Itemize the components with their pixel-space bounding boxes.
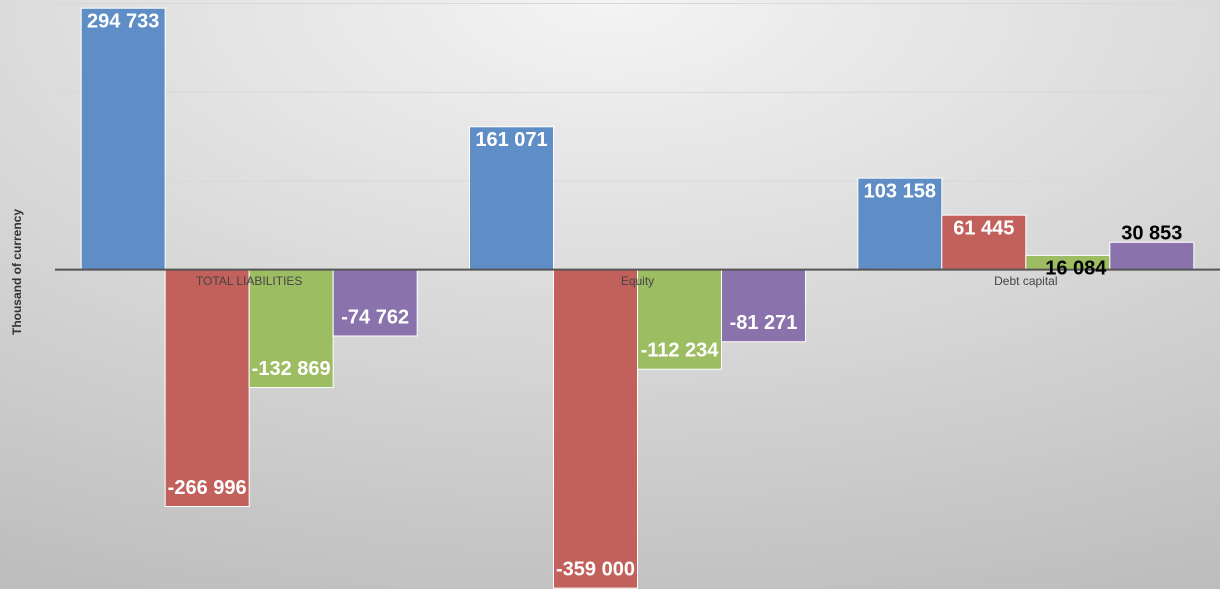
data-label: 16 084 — [1045, 258, 1107, 280]
data-label: -132 869 — [252, 358, 331, 380]
bar — [721, 269, 806, 343]
bar — [248, 269, 334, 389]
data-label: 294 733 — [87, 11, 159, 33]
data-label: 30 853 — [1121, 223, 1182, 245]
bar — [164, 269, 250, 508]
data-label: -74 762 — [341, 306, 409, 328]
data-label: 161 071 — [475, 129, 547, 151]
bar — [1109, 241, 1195, 271]
bar — [857, 177, 943, 271]
bar — [332, 269, 418, 337]
bar — [553, 269, 638, 589]
x-tick-label: TOTAL LIABILITIES — [196, 274, 302, 288]
x-tick-label: Equity — [621, 274, 654, 288]
bar — [941, 214, 1027, 271]
data-label: 103 158 — [864, 180, 936, 202]
y-axis-title: Thousand of currency — [10, 209, 24, 335]
x-tick-label: Debt capital — [994, 274, 1057, 288]
data-label: 61 445 — [953, 217, 1014, 239]
data-label: -112 234 — [641, 340, 720, 362]
data-label: -81 271 — [730, 312, 798, 334]
data-label: -266 996 — [168, 477, 247, 499]
bar — [80, 7, 166, 271]
bar — [469, 126, 554, 271]
data-label: -359 000 — [556, 558, 635, 580]
bar — [637, 269, 722, 370]
